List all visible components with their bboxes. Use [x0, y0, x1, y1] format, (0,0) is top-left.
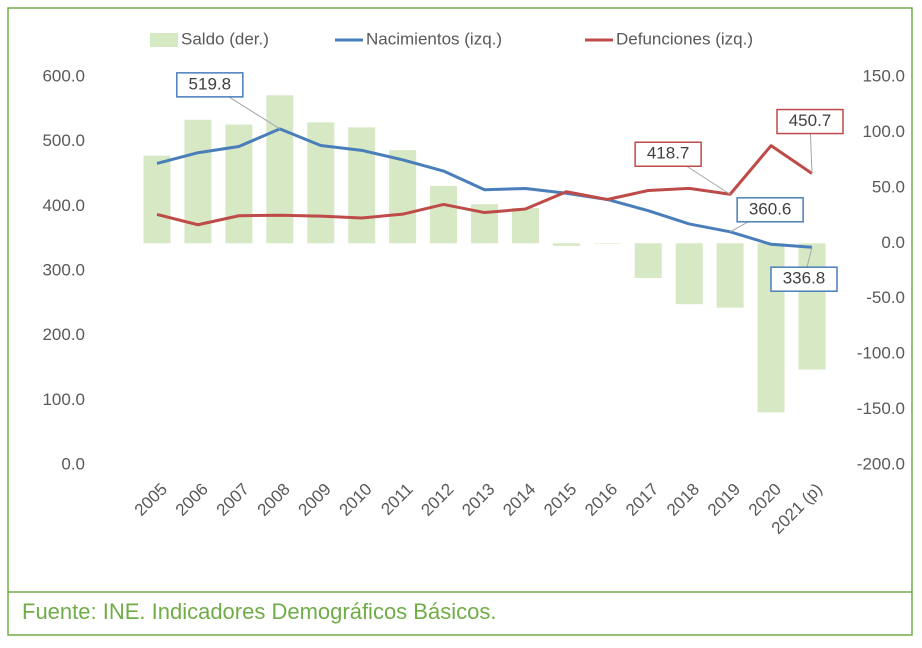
label-box [634, 141, 702, 167]
x-tick-label: 2008 [254, 480, 294, 520]
x-tick-label: 2011 [377, 480, 416, 519]
bar [266, 95, 294, 244]
bar [593, 243, 621, 244]
bar [511, 208, 539, 244]
x-tick-label: 2006 [172, 480, 212, 520]
line [156, 127, 813, 249]
data-label: 418.7 [647, 144, 690, 163]
x-tick-label: 2013 [458, 480, 498, 520]
bar [716, 243, 744, 308]
data-label: 519.8 [189, 74, 232, 93]
bar [552, 243, 580, 246]
y-tick-label: 300.0 [42, 260, 85, 279]
x-tick-label: 2007 [213, 480, 253, 520]
bar [430, 185, 458, 244]
bar [675, 243, 703, 305]
y2-tick-label: -200.0 [857, 454, 905, 473]
y-tick-label: 0.0 [61, 454, 85, 473]
data-label: 360.6 [749, 199, 792, 218]
label-box [176, 72, 244, 98]
y2-tick-label: 100.0 [862, 122, 905, 141]
y2-tick-label: 0.0 [881, 233, 905, 252]
data-label: 450.7 [789, 111, 832, 130]
x-tick-label: 2017 [622, 480, 662, 520]
x-tick-label: 2015 [540, 480, 580, 520]
x-tick-label: 2010 [336, 480, 376, 520]
x-tick-label: 2019 [704, 480, 744, 520]
y-tick-label: 200.0 [42, 325, 85, 344]
label-box [776, 108, 844, 135]
x-tick-label: 2009 [295, 480, 335, 520]
data-label: 336.8 [783, 269, 826, 288]
x-tick-label: 2014 [499, 480, 539, 520]
source: Fuente: INE. Indicadores Demográficos Bá… [22, 599, 496, 624]
x-tick-label: 2005 [131, 480, 171, 520]
bar [348, 127, 376, 244]
line [156, 144, 813, 227]
bar [634, 243, 662, 278]
legend-label: Nacimientos (izq.) [366, 29, 502, 48]
x-tick-label: 2016 [581, 480, 621, 520]
y2-tick-label: -150.0 [857, 399, 905, 418]
y2-tick-label: -100.0 [857, 344, 905, 363]
y2-tick-label: 150.0 [862, 66, 905, 85]
bar [143, 155, 171, 244]
x-tick-label: 2018 [663, 480, 703, 520]
y2-tick-label: 50.0 [872, 177, 905, 196]
label-box [736, 197, 804, 223]
legend-swatch [150, 33, 178, 47]
bar [389, 150, 417, 244]
y-tick-label: 500.0 [42, 131, 85, 150]
y-tick-label: 600.0 [42, 66, 85, 85]
legend-label: Saldo (der.) [181, 29, 269, 48]
bar [225, 124, 253, 244]
legend-label: Defunciones (izq.) [616, 29, 753, 48]
frame [7, 7, 913, 636]
bar [798, 243, 826, 370]
label-box [770, 266, 838, 292]
y-tick-label: 400.0 [42, 196, 85, 215]
y-tick-label: 100.0 [42, 390, 85, 409]
y2-tick-label: -50.0 [866, 288, 905, 307]
x-tick-label: 2012 [417, 480, 457, 520]
